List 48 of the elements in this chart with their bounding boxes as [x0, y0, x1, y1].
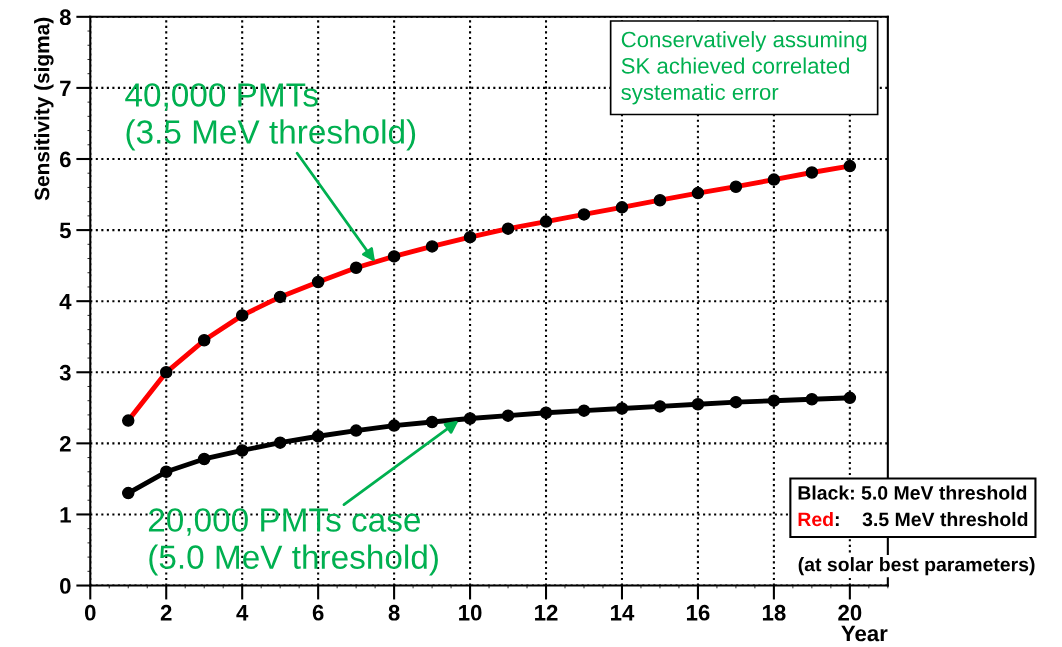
point — [273, 436, 287, 449]
y-tick-label: 8 — [59, 9, 71, 26]
point — [843, 391, 857, 405]
point — [729, 395, 743, 409]
point — [349, 424, 363, 437]
x-tick-label: 0 — [84, 604, 96, 621]
annotation: 20,000 PMTs case (5.0 MeV threshold) — [148, 508, 438, 576]
y-tick-label: 3 — [59, 364, 71, 381]
point — [653, 400, 667, 413]
x-tick-label: 4 — [236, 605, 249, 621]
annotation: Conservatively assuming SK achieved correlated systematic error — [621, 31, 867, 105]
point — [767, 394, 781, 407]
y-tick-label: 4 — [59, 293, 72, 310]
point — [235, 444, 249, 457]
x-tick-label: 2 — [160, 604, 172, 621]
annotation: 40,000 PMTs (3.5 MeV threshold) — [125, 83, 416, 151]
text: Red: 3.5 MeV threshold — [798, 511, 1028, 527]
annotation: (at solar best parameters) — [798, 557, 1035, 576]
point — [615, 402, 629, 415]
x-tick-label: 14 — [611, 605, 635, 621]
point — [197, 452, 211, 466]
x-tick-label: 8 — [388, 604, 400, 621]
point — [539, 406, 553, 420]
point — [159, 465, 173, 479]
x-tick-label: 16 — [686, 604, 710, 621]
y-axis-title: Sensitivity (sigma) — [34, 17, 54, 201]
y-tick-label: 6 — [59, 151, 71, 168]
x-tick-label: 20 — [838, 604, 862, 621]
point — [691, 398, 705, 411]
point — [311, 429, 325, 443]
x-tick-label: 10 — [459, 604, 482, 621]
point — [387, 419, 401, 432]
text: Black: 5.0 MeV threshold — [798, 485, 1027, 500]
x-tick-label: 12 — [535, 604, 558, 621]
point — [577, 404, 591, 417]
point — [501, 409, 515, 422]
x-tick-label: 6 — [312, 604, 324, 621]
y-tick-label: 2 — [59, 435, 71, 452]
point — [121, 486, 135, 500]
x-tick-label: 18 — [762, 604, 786, 621]
y-tick-label: 0 — [60, 578, 71, 594]
point — [805, 393, 819, 406]
y-tick-label: 5 — [59, 222, 71, 239]
x-axis-title: Year — [841, 625, 888, 642]
point — [425, 415, 439, 429]
y-tick-label: 7 — [60, 80, 71, 96]
y-tick-label: 1 — [60, 507, 71, 523]
point — [463, 412, 477, 425]
